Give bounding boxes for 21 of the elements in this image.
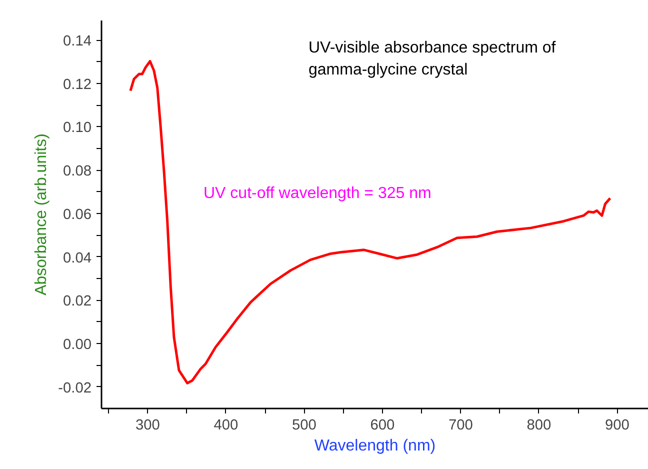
y-axis-title: Absorbance (arb.units): [33, 134, 50, 296]
y-tick-label: 0.02: [62, 294, 92, 310]
y-tick-label: 0.08: [62, 164, 92, 180]
x-tick-label: 700: [448, 418, 473, 434]
line-series: [129, 60, 612, 384]
text: UV-visible absorbance spectrum of gamma-glycine crystal: [308, 40, 556, 79]
x-tick-label: 900: [604, 418, 630, 434]
y-tick-label: 0.12: [62, 76, 92, 93]
y-tick-label: 0.14: [62, 34, 92, 50]
y-tick-label: 0.06: [62, 206, 92, 223]
y-tick-label: 0.10: [62, 120, 92, 136]
x-tick-label: 600: [370, 418, 395, 434]
x-tick-label: 400: [214, 418, 238, 434]
y-tick-label: -0.02: [58, 380, 92, 396]
annotation: UV cut-off wavelength = 325 nm: [204, 185, 432, 202]
y-tick-label: 0.04: [62, 250, 92, 266]
x-tick-label: 500: [292, 418, 316, 434]
y-tick-label: 0.00: [62, 336, 92, 353]
x-tick-label: 800: [526, 418, 552, 434]
x-tick-label: 300: [135, 418, 160, 434]
x-axis-title: Wavelength (nm): [314, 438, 436, 454]
